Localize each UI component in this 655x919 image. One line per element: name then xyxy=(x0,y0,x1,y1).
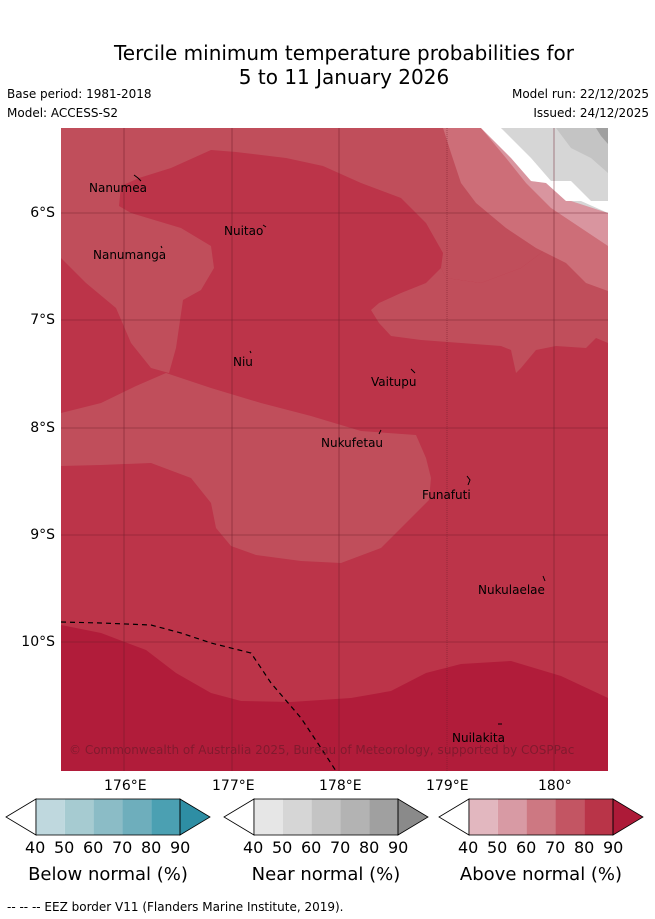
near-bin-2 xyxy=(282,799,312,835)
above-bin-1 xyxy=(469,799,498,835)
model-run: Model run: 22/12/2025 xyxy=(511,87,649,101)
copyright-notice: © Commonwealth of Australia 2025, Bureau… xyxy=(69,743,575,757)
place-nukufetau: Nukufetau xyxy=(321,436,384,450)
place-vaitupu: Vaitupu xyxy=(371,375,417,389)
below-tick-40: 40 xyxy=(25,838,46,857)
below-normal-label: Below normal (%) xyxy=(28,864,188,885)
lat-tick-10s: 10°S xyxy=(21,634,55,650)
near-bin-3 xyxy=(311,799,341,835)
below-bin-4 xyxy=(122,799,152,835)
near-bins xyxy=(254,799,398,835)
above-bin-2 xyxy=(497,799,527,835)
region-near-70 xyxy=(596,128,608,144)
above-tick-90: 90 xyxy=(603,838,624,857)
lon-tick-176e: 176°E xyxy=(104,778,147,794)
place-nuitao: Nuitao xyxy=(224,224,264,238)
below-high-arrow xyxy=(179,798,211,836)
vaitupu-island xyxy=(410,368,416,374)
above-tick-50: 50 xyxy=(487,838,508,857)
near-tick-50: 50 xyxy=(272,838,293,857)
nuitao-island xyxy=(262,224,267,228)
lon-tick-180: 180° xyxy=(538,778,572,794)
above-bin-5 xyxy=(584,799,613,835)
lat-tick-6s: 6°S xyxy=(30,205,55,221)
above-normal-label: Above normal (%) xyxy=(459,864,623,885)
below-bin-5 xyxy=(151,799,180,835)
region-above-70-east xyxy=(371,238,608,373)
nukulaelae-island xyxy=(542,575,546,582)
lon-tick-177e: 177°E xyxy=(212,778,255,794)
place-nukulaelae: Nukulaelae xyxy=(478,583,545,597)
place-nuilakita: Nuilakita xyxy=(452,731,505,745)
place-nanumanga: Nanumanga xyxy=(93,248,167,262)
nukufetau-island xyxy=(378,429,382,435)
lon-tick-178e: 178°E xyxy=(319,778,362,794)
funafuti-island xyxy=(466,475,471,486)
lat-tick-8s: 8°S xyxy=(30,420,55,436)
below-tick-50: 50 xyxy=(54,838,75,857)
below-tick-70: 70 xyxy=(112,838,133,857)
region-above-90 xyxy=(61,625,608,771)
issued-date: Issued: 24/12/2025 xyxy=(533,106,649,120)
map-title-line2: 5 to 11 January 2026 xyxy=(238,65,450,89)
lon-tick-179e: 179°E xyxy=(426,778,469,794)
nanumea-island xyxy=(133,174,142,182)
eez-border xyxy=(61,621,337,771)
niu-island xyxy=(249,350,252,354)
near-tick-40: 40 xyxy=(243,838,264,857)
above-tick-70: 70 xyxy=(545,838,566,857)
near-above-gap xyxy=(481,128,608,213)
probability-map xyxy=(61,128,608,771)
near-tick-90: 90 xyxy=(388,838,409,857)
below-tick-60: 60 xyxy=(83,838,104,857)
below-bin-3 xyxy=(93,799,123,835)
eez-footnote: -- -- -- EEZ border V11 (Flanders Marine… xyxy=(7,900,344,914)
region-near-60 xyxy=(556,128,608,173)
colorbar-near-normal xyxy=(223,798,429,836)
colorbar-below-normal xyxy=(5,798,211,836)
lat-tick-7s: 7°S xyxy=(30,312,55,328)
place-nanumea: Nanumea xyxy=(89,181,147,195)
near-bin-5 xyxy=(369,799,398,835)
below-bin-2 xyxy=(64,799,94,835)
lat-tick-9s: 9°S xyxy=(30,527,55,543)
place-funafuti: Funafuti xyxy=(422,488,471,502)
above-tick-40: 40 xyxy=(458,838,479,857)
above-bin-3 xyxy=(526,799,556,835)
region-above-70-centre xyxy=(61,373,431,563)
above-low-arrow xyxy=(438,798,470,836)
below-bin-1 xyxy=(36,799,65,835)
map-title-line1: Tercile minimum temperature probabilitie… xyxy=(113,41,575,65)
colorbar-above-normal xyxy=(438,798,644,836)
nanumanga-island xyxy=(160,245,163,249)
place-niu: Niu xyxy=(233,355,253,369)
near-bin-1 xyxy=(254,799,283,835)
model-name: Model: ACCESS-S2 xyxy=(7,106,119,120)
near-tick-70: 70 xyxy=(330,838,351,857)
near-tick-80: 80 xyxy=(359,838,380,857)
near-bin-4 xyxy=(340,799,370,835)
below-tick-80: 80 xyxy=(141,838,162,857)
above-bin-4 xyxy=(555,799,585,835)
below-bins xyxy=(36,799,180,835)
above-tick-60: 60 xyxy=(516,838,537,857)
base-period: Base period: 1981-2018 xyxy=(7,87,152,101)
near-tick-60: 60 xyxy=(301,838,322,857)
above-tick-80: 80 xyxy=(574,838,595,857)
near-normal-label: Near normal (%) xyxy=(251,864,401,885)
below-low-arrow xyxy=(5,798,37,836)
above-bins xyxy=(469,799,613,835)
near-low-arrow xyxy=(223,798,255,836)
near-high-arrow xyxy=(397,798,429,836)
above-high-arrow xyxy=(612,798,644,836)
below-tick-90: 90 xyxy=(170,838,191,857)
island-outlines xyxy=(133,174,546,725)
graticule xyxy=(61,128,608,771)
